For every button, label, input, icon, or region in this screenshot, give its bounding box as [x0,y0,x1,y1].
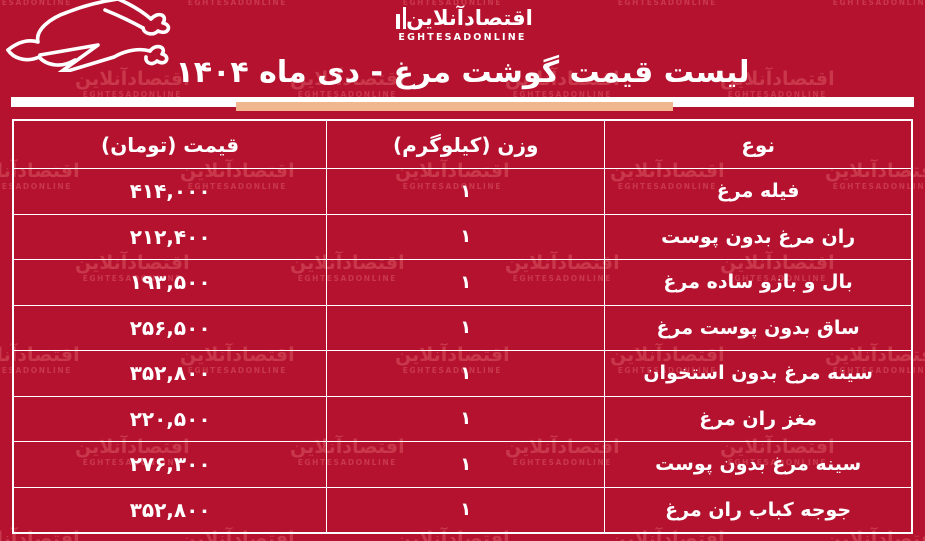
table-row-7-type: جوجه کباب ران مرغ [604,486,911,532]
table-row-4-price: ۳۵۲,۸۰۰ [14,350,327,396]
table-row-2-price: ۱۹۳,۵۰۰ [14,259,327,305]
table-row-7-price: ۳۵۲,۸۰۰ [14,486,327,533]
price-table: نوع وزن (کیلوگرم) قیمت (تومان) فیله مرغ … [12,119,913,534]
table-row-6-type: سینه مرغ بدون پوست [604,441,911,487]
table-row-3-type: ساق بدون پوست مرغ [604,304,911,350]
brand-logo: اقتصادآنلاین EGHTESADONLINE [0,7,925,43]
table-row-2-type: بال و بازو ساده مرغ [604,259,911,305]
table-row-2-weight: ۱ [326,259,605,305]
table-row-4-type: سینه مرغ بدون استخوان [604,350,911,396]
logo-persian-text: اقتصادآنلاین [406,6,533,30]
column-header-type: نوع [604,121,911,168]
logo-bars-icon [396,7,407,29]
column-header-weight: وزن (کیلوگرم) [326,121,604,168]
table-row-1-weight: ۱ [326,213,605,259]
table-row-3-weight: ۱ [326,304,605,350]
column-header-price: قیمت (تومان) [101,132,240,157]
table-row-3-price: ۲۵۶,۵۰۰ [14,304,327,351]
table-row-6-weight: ۱ [326,441,605,487]
table-row-1-type: ران مرغ بدون پوست [604,213,911,259]
table-row-1-price: ۲۱۲,۴۰۰ [14,213,327,260]
table-row-5-weight: ۱ [326,395,605,441]
divider-bars [0,97,925,113]
peach-divider-bar [236,102,673,111]
table-row-7-weight: ۱ [326,486,605,532]
table-row-5-price: ۲۲۰,۵۰۰ [14,395,327,442]
logo-latin-text: EGHTESADONLINE [398,32,527,43]
table-row-0-price: ۴۱۴,۰۰۰ [14,168,327,214]
table-row-4-weight: ۱ [326,350,605,396]
chicken-icon [6,0,171,72]
table-row-6-price: ۲۷۶,۳۰۰ [14,441,327,487]
table-row-0-weight: ۱ [326,168,605,214]
table-row-5-type: مغز ران مرغ [604,395,911,441]
page-title: لیست قیمت گوشت مرغ - دی ماه ۱۴۰۴ [175,55,750,90]
table-row-0-type: فیله مرغ [604,168,911,214]
